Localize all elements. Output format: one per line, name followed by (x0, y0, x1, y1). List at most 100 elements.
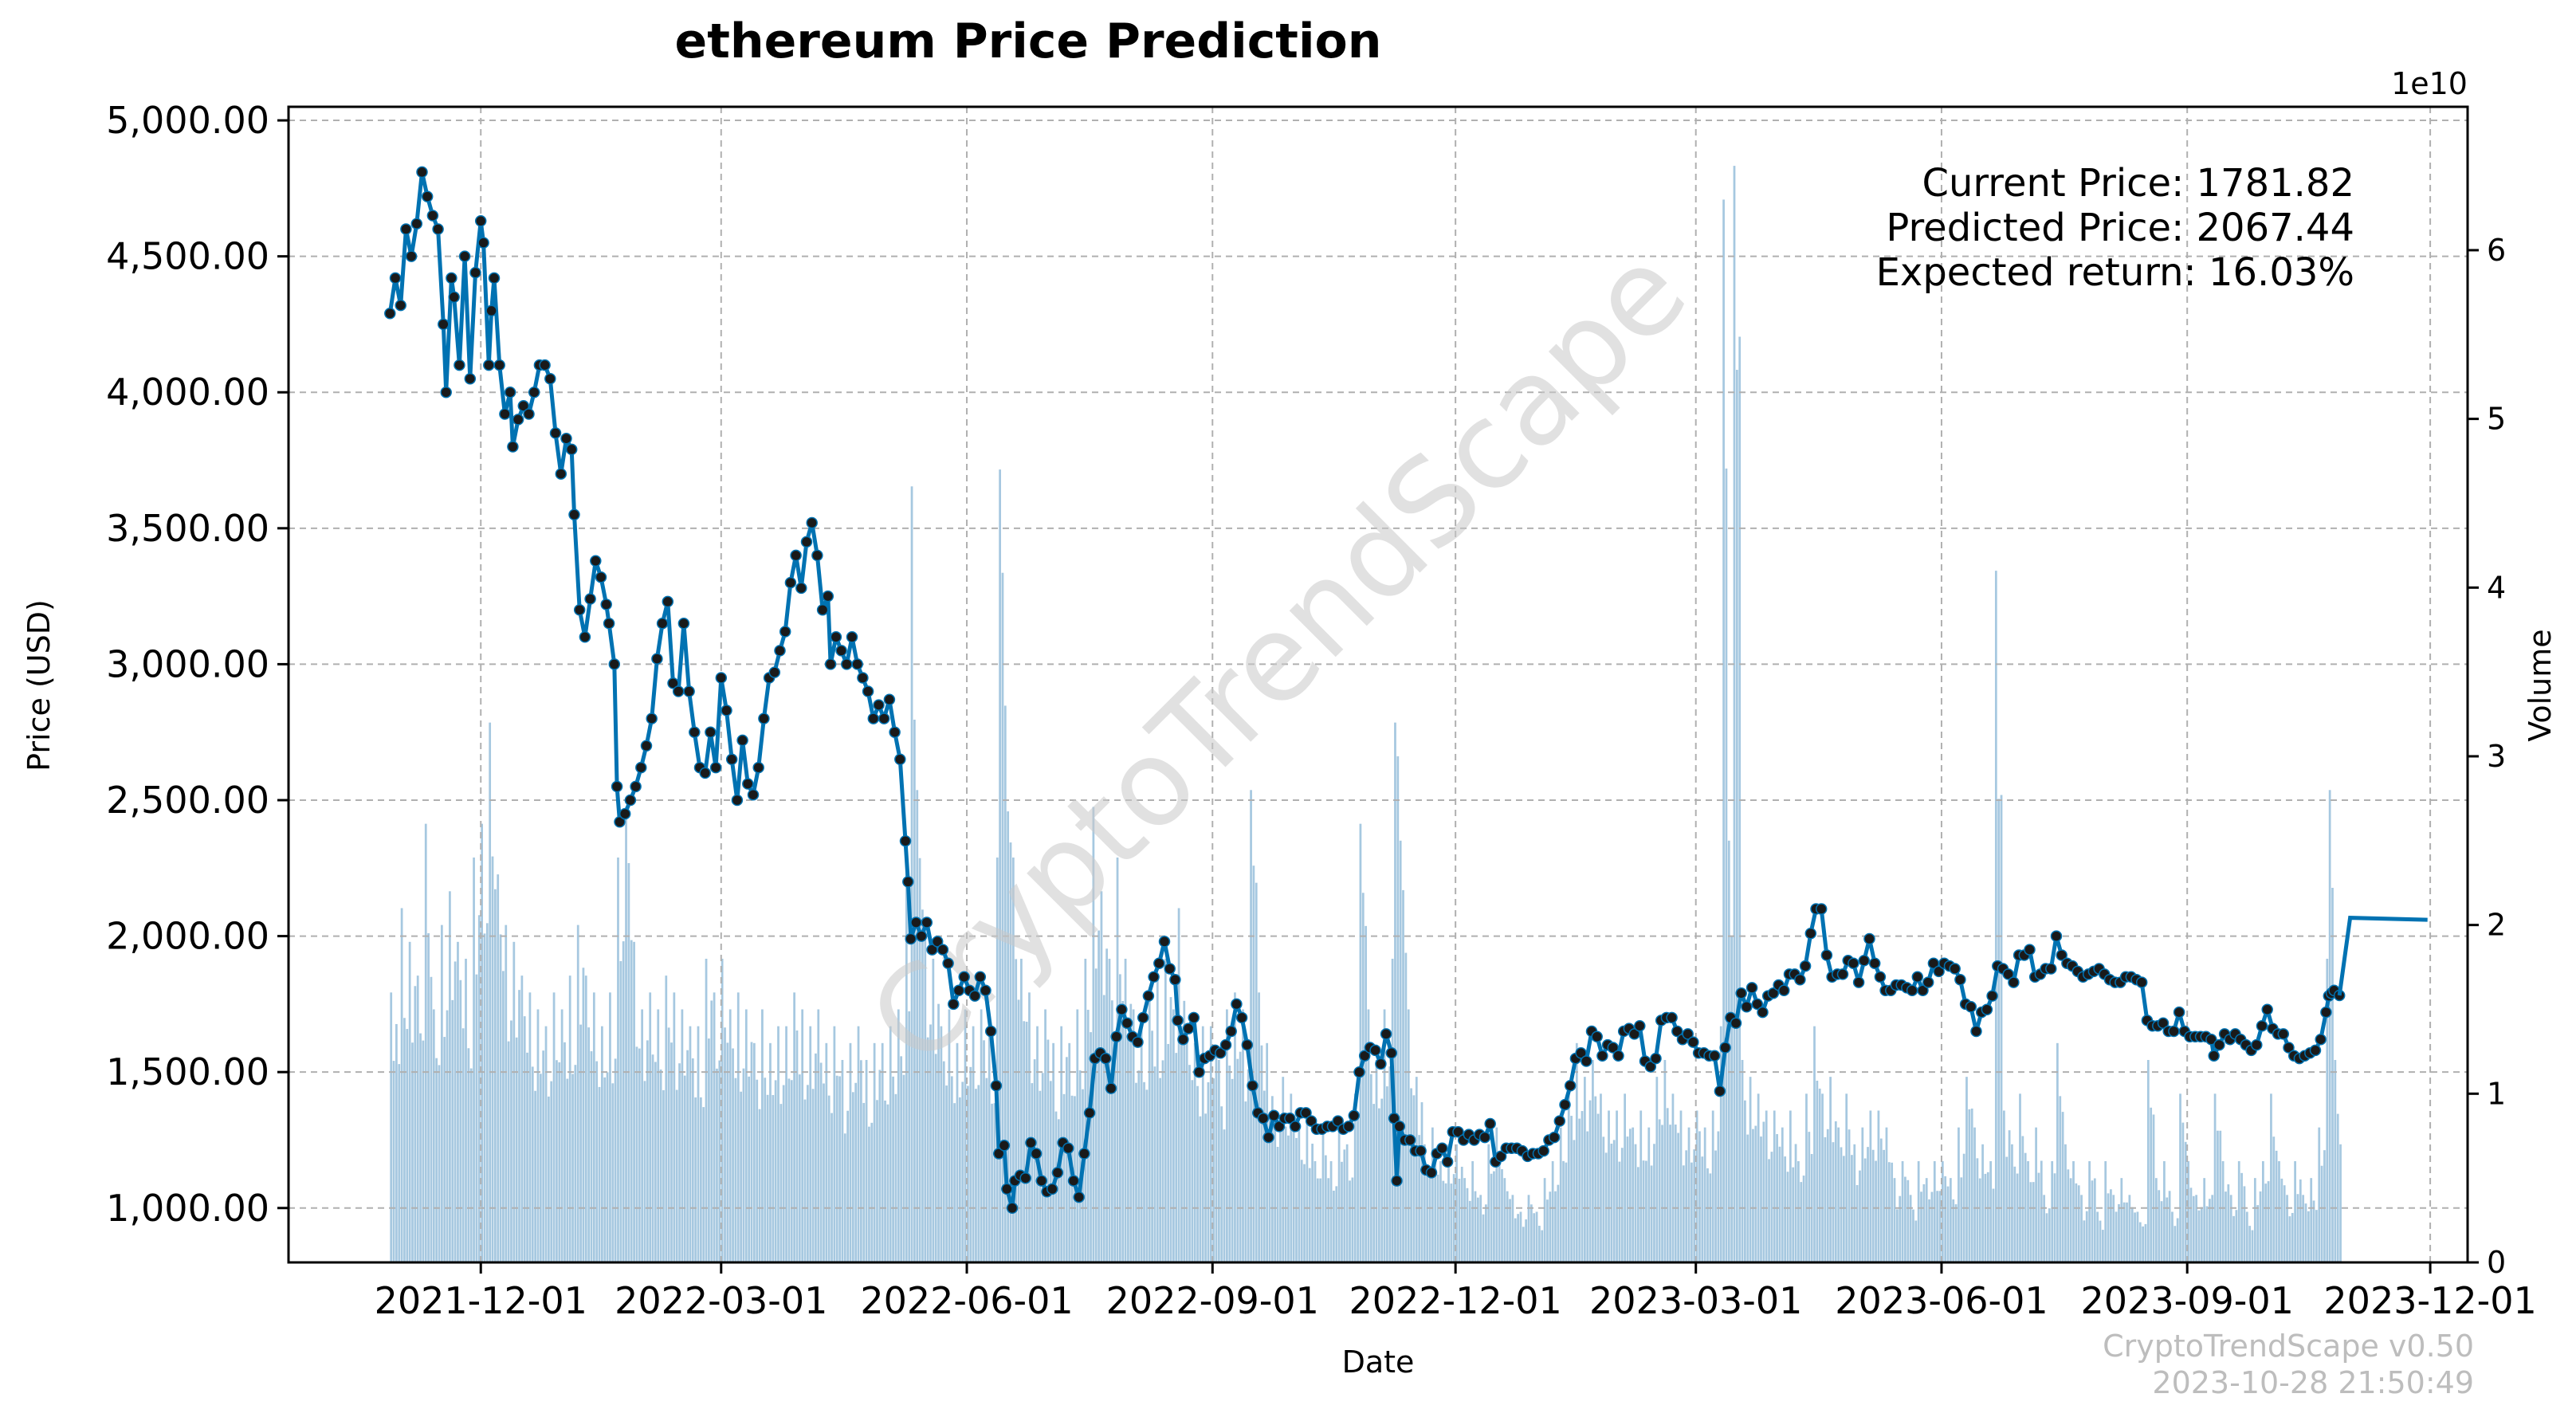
volume-bar (1479, 1195, 1482, 1262)
volume-bar (1303, 1164, 1306, 1262)
volume-bar (1493, 1171, 1495, 1262)
volume-bar (1365, 925, 1367, 1262)
price-point (835, 645, 847, 657)
volume-bar (542, 1050, 545, 1262)
price-point (1745, 982, 1758, 994)
volume-bar (2019, 1093, 2021, 1262)
volume-bar (1958, 1127, 1960, 1262)
price-point (2256, 1019, 2268, 1032)
volume-bar (1116, 857, 1119, 1262)
price-point (1922, 976, 1934, 988)
volume-bar (1559, 1127, 1562, 1262)
volume-bar (908, 1011, 911, 1262)
volume-bar (411, 1042, 414, 1262)
volume-bar (1570, 1116, 1573, 1262)
price-point (608, 658, 621, 670)
plot-area (289, 107, 2468, 1262)
volume-bar (1869, 1110, 1872, 1262)
volume-bar (1773, 1110, 1776, 1262)
volume-bar (1938, 1191, 1942, 1262)
volume-bar (1784, 1156, 1787, 1262)
volume-bar (1645, 1160, 1647, 1262)
price-point (1116, 1003, 1128, 1015)
volume-bar (811, 1089, 815, 1262)
volume-bar (1270, 1096, 1274, 1262)
volume-bar (807, 1085, 809, 1262)
volume-bar (1460, 1166, 1463, 1262)
volume-bar (1399, 840, 1402, 1262)
price-point (1247, 1079, 1259, 1092)
price-point (2168, 1025, 2180, 1038)
volume-bar (1262, 1090, 1266, 1262)
price-point (1235, 1011, 1248, 1024)
volume-bar (1976, 1158, 1979, 1262)
volume-bar (752, 1042, 756, 1262)
volume-bar (539, 1074, 542, 1262)
volume-bar (1140, 1026, 1143, 1262)
volume-bar (1388, 1066, 1392, 1262)
volume-bar (916, 790, 919, 1262)
price-point (1078, 1148, 1090, 1160)
volume-bar (1292, 1124, 1295, 1262)
price-point (1719, 1042, 1731, 1054)
price-point (565, 443, 578, 456)
volume-bar (2142, 1226, 2144, 1262)
volume-bar (1746, 1134, 1749, 1262)
volume-bar (1875, 1160, 1877, 1262)
volume-bar (440, 924, 443, 1262)
volume-bar (705, 958, 708, 1262)
volume-bar (579, 1024, 582, 1262)
price-point (1441, 1156, 1454, 1168)
volume-bar (1226, 1009, 1228, 1262)
price-point (2205, 1033, 2217, 1046)
volume-bar (815, 1053, 817, 1262)
volume-bar (1137, 1070, 1141, 1262)
price-point (618, 807, 631, 820)
volume-bar (1578, 1118, 1581, 1262)
price-point (2157, 1017, 2170, 1030)
volume-bar (2011, 1144, 2013, 1262)
volume-bar (1941, 1160, 1944, 1262)
volume-bar (1495, 1127, 1498, 1262)
volume-bar (924, 924, 927, 1262)
volume-bar (777, 1026, 779, 1262)
volume-bar (507, 1041, 510, 1262)
volume-bar (1690, 1162, 1693, 1262)
price-point (624, 794, 637, 807)
price-point (614, 816, 626, 828)
price-point (937, 944, 949, 956)
volume-bar (881, 1042, 884, 1262)
volume-bar (1110, 1000, 1113, 1262)
price-point (1262, 1131, 1274, 1144)
volume-bar (493, 889, 497, 1262)
price-point (1494, 1150, 1507, 1163)
volume-bar (646, 1040, 649, 1262)
volume-bar (1794, 1144, 1797, 1262)
volume-bar (910, 486, 913, 1262)
volume-bar (1031, 1083, 1034, 1262)
volume-bar (1314, 1160, 1317, 1262)
price-point (499, 408, 511, 420)
volume-bar (435, 1058, 438, 1262)
volume-bar (1859, 1170, 1861, 1262)
x-tick-label: 2023-09-01 (2081, 1279, 2294, 1322)
volume-bar (2203, 1178, 2206, 1262)
volume-bar (1826, 1129, 1829, 1262)
volume-bar (1575, 1042, 1578, 1262)
volume-bar (1065, 1057, 1068, 1262)
price-point (824, 658, 837, 670)
volume-bar (1620, 1148, 1624, 1262)
volume-bar (1324, 1155, 1327, 1262)
price-point (1714, 1085, 1726, 1097)
volume-bar (958, 1097, 961, 1262)
volume-bar (1909, 1195, 1912, 1262)
volume-bar (1361, 893, 1365, 1262)
volume-bar (1594, 1096, 1597, 1262)
volume-bar (1879, 1138, 1883, 1262)
volume-bar (1105, 948, 1108, 1262)
price-point (883, 693, 896, 706)
price-point (2208, 1050, 2220, 1062)
volume-bar (2310, 1178, 2313, 1262)
volume-bar (2213, 1093, 2217, 1262)
price-point (1981, 1003, 1993, 1015)
